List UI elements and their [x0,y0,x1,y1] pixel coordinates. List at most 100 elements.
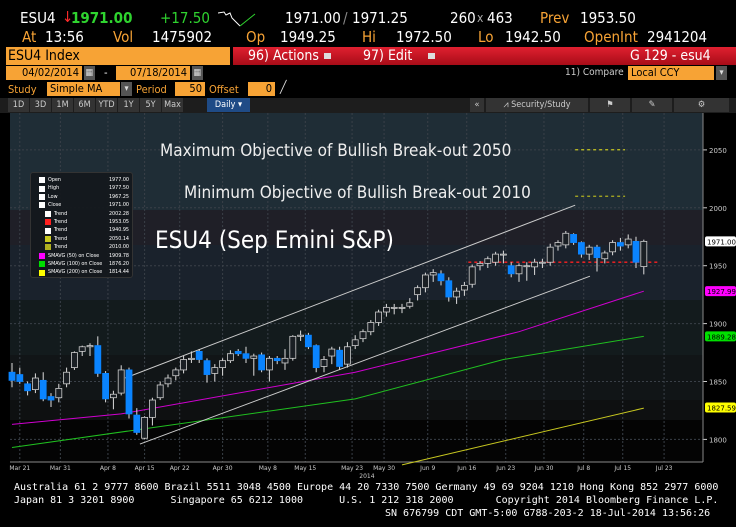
security-study-button[interactable]: ⩘ Security/Study [486,98,588,112]
legend-swatch [45,219,51,226]
study-select[interactable]: Simple MA [47,82,120,96]
legend-item[interactable]: Trend 2010.00 [35,243,129,251]
legend-value: 1977.50 [108,185,129,192]
candle-body [304,334,312,348]
candle-body [601,252,609,260]
calendar-icon[interactable]: ▦ [84,66,95,80]
frequency-select[interactable]: Daily ▾ [207,98,250,112]
candle-body [343,346,351,365]
candle-body [539,261,546,264]
actions-dropdown-icon[interactable] [324,53,331,59]
candle-body [297,334,305,337]
legend-value: 2010.00 [108,244,129,251]
candle-body [32,377,39,391]
compare-select[interactable]: Local CCY [628,66,714,80]
candle-body [499,253,507,256]
candle-body [476,262,484,267]
x-tick-label: May 15 [294,465,316,472]
legend-label: Trend [54,210,68,217]
collapse-button[interactable]: « [470,98,484,112]
legend-item[interactable]: Trend 1953.05 [35,218,129,226]
legend-item[interactable]: SMAVG (100) on Close 1876.20 [35,260,129,268]
range-button-max[interactable]: Max [162,98,183,112]
chevron-down-icon[interactable]: ▾ [121,82,132,96]
x-tick-label: May 8 [259,465,277,472]
range-button-1d[interactable]: 1D [8,98,29,112]
legend-swatch [39,185,45,192]
legend-item[interactable]: SMAVG (50) on Close 1909.78 [35,252,129,260]
legend-swatch [45,236,51,243]
price-tag [705,286,736,297]
gear-icon[interactable]: ⚙ [674,98,729,112]
candle-body [328,348,336,357]
offset-label: Offset [209,83,239,96]
legend-item[interactable]: Low 1967.25 [35,193,129,201]
candle-body [250,355,258,359]
legend-item[interactable]: Trend 1940.95 [35,226,129,234]
period-input[interactable]: 50 [175,82,205,96]
candle-body [125,369,133,415]
legend-value: 1876.20 [108,261,129,268]
candle-body [86,345,94,348]
pencil-icon[interactable]: ╱ [280,80,287,94]
x-tick-label: Mar 31 [50,465,71,472]
candle-body [39,379,47,400]
legend-item[interactable]: High 1977.50 [35,184,129,192]
candle-body [617,242,624,247]
range-button-1m[interactable]: 1M [52,98,73,112]
candle-body [398,306,406,309]
candle-body [211,367,219,374]
offset-input[interactable]: 0 [248,82,275,96]
x-tick-label: Apr 8 [100,465,116,472]
frequency-label: Daily [214,100,236,110]
candle-body [515,265,523,275]
range-button-6m[interactable]: 6M [74,98,95,112]
legend-item[interactable]: SMAVG (200) on Close 1814.44 [35,268,129,276]
edit-dropdown-icon[interactable] [428,53,435,59]
start-date-input[interactable]: 04/02/2014 [6,66,82,80]
x-tick-label: Jun 30 [533,465,553,472]
candle-body [523,265,531,268]
annotation-max-objective: Maximum Objective of Bullish Break-out 2… [160,141,512,161]
flag-icon[interactable]: ⚑ [590,98,630,112]
actions-menu[interactable]: 96) Actions [248,48,319,64]
time: 13:56 [45,28,84,46]
open-value: 1949.25 [280,28,336,46]
x-tick-label: Apr 15 [135,465,155,472]
chevron-down-icon[interactable]: ▾ [716,66,727,80]
footer-copyright: Japan 81 3 3201 8900 Singapore 65 6212 1… [14,495,719,506]
legend-value: 1814.44 [108,269,129,276]
price-tag-label: 1827.59 [707,404,736,412]
legend-item[interactable]: Trend 2002.28 [35,210,129,218]
chart-legend[interactable]: Open 1977.00 High 1977.50 Low 1967.25 Close 197… [30,172,133,278]
security-field[interactable]: ESU4 Index [6,47,230,65]
legend-label: Trend [54,219,68,226]
x-tick-label: Jul 8 [576,465,590,472]
candle-body [156,384,164,399]
end-date-input[interactable]: 07/18/2014 [116,66,190,80]
compare-label[interactable]: 11) Compare [565,67,624,78]
edit-icon[interactable]: ✎ [632,98,672,112]
legend-value: 1909.78 [108,252,129,259]
candle-body [336,349,344,367]
edit-menu[interactable]: 97) Edit [363,48,413,64]
candle-body [367,322,375,333]
range-button-5y[interactable]: 5Y [140,98,161,112]
calendar-icon[interactable]: ▦ [192,66,203,80]
y-tick-label: 1850 [709,379,727,387]
range-button-3d[interactable]: 3D [30,98,51,112]
price-tag [705,331,736,342]
candle-body [242,353,250,359]
candle-body [562,232,570,246]
background-band [10,300,703,355]
legend-label: Trend [54,235,68,242]
legend-item[interactable]: Trend 2050.14 [35,235,129,243]
legend-item[interactable]: Close 1971.00 [35,201,129,209]
candle-body [507,265,515,275]
candle-body [382,306,390,313]
range-button-ytd[interactable]: YTD [96,98,117,112]
date-separator: - [104,66,108,79]
legend-item[interactable]: Open 1977.00 [35,176,129,184]
range-button-1y[interactable]: 1Y [118,98,139,112]
openint-value: 2941204 [647,28,708,46]
